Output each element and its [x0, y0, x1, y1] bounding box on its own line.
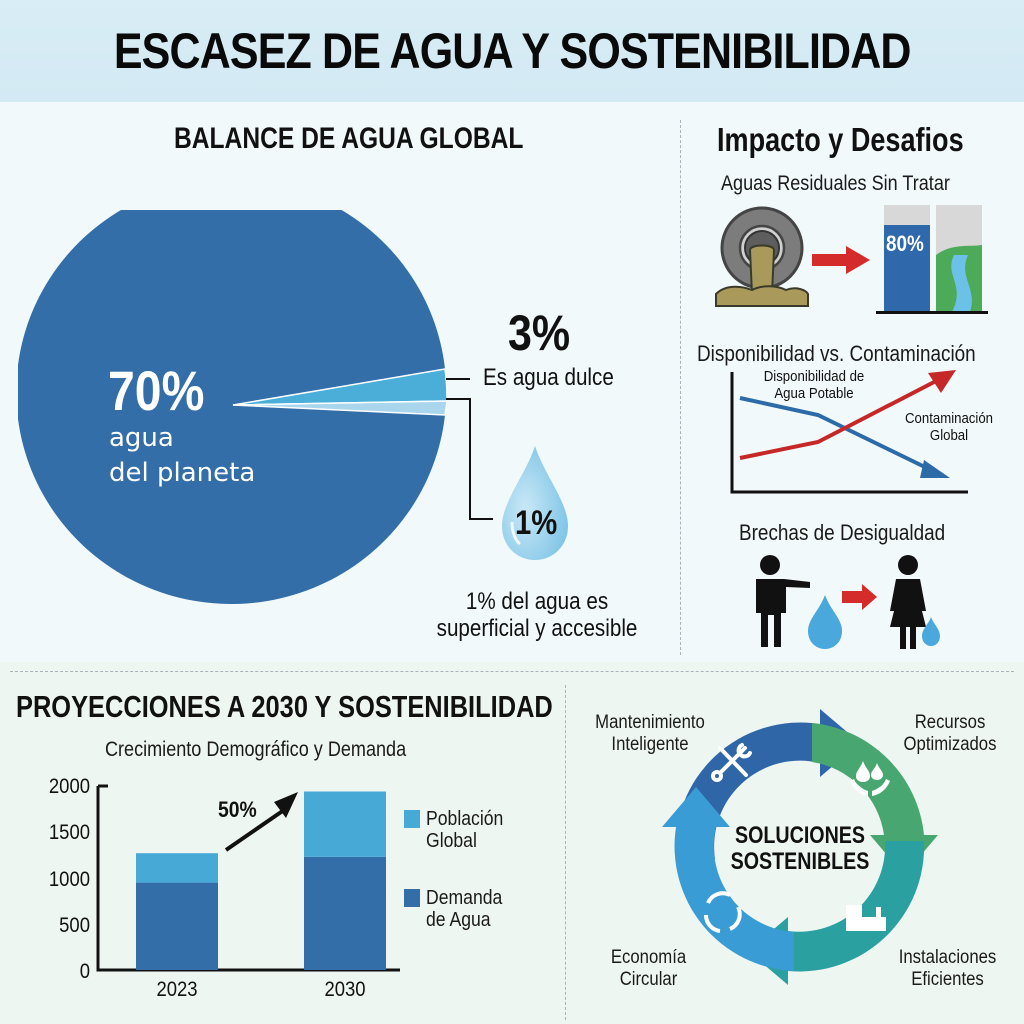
hands-water-icon [850, 761, 890, 796]
surface-label-line1: 1% del agua es [465, 588, 609, 615]
fresh-label: Es agua dulce [483, 364, 614, 391]
y-tick-500: 500 [59, 914, 90, 937]
solution-mantenimiento-line2: Inteligente [611, 734, 689, 755]
main-percentage: 70% [108, 359, 205, 422]
impact-title: Impacto y Desafios [717, 121, 964, 158]
legend-swatch-poblacion [404, 810, 420, 828]
solution-instalaciones: Instalaciones Eficientes [884, 947, 1012, 991]
solution-mantenimiento: Mantenimiento Inteligente [584, 712, 716, 756]
bar-2030-demanda [304, 856, 386, 970]
balance-title: BALANCE DE AGUA GLOBAL [174, 122, 524, 155]
contamination-line [739, 378, 939, 460]
growth-arrow [224, 808, 286, 852]
y-tick-2000: 2000 [48, 775, 90, 798]
solution-economia-line1: Economía [610, 947, 687, 968]
availability-label-line1: Disponibilidad de [763, 368, 865, 385]
availability-title: Disponibilidad vs. Contaminación [697, 341, 976, 366]
projections-chart-title: Crecimiento Demográfico y Demanda [105, 738, 407, 761]
wastewater-bar-chart [874, 205, 990, 322]
projection-bar-chart [94, 780, 404, 980]
y-tick-1000: 1000 [48, 868, 90, 891]
fresh-leader-line [446, 378, 470, 380]
inequality-illustration [750, 555, 950, 660]
small-drop-icon [922, 617, 940, 646]
bar-2030-poblacion [304, 791, 386, 857]
solutions-center-line1: SOLUCIONES [734, 822, 866, 849]
surface-percentage: 1% [515, 504, 558, 542]
contamination-label-line1: Contaminación [904, 410, 994, 427]
page-title: ESCASEZ DE AGUA Y SOSTENIBILIDAD [113, 23, 912, 79]
y-tick-0: 0 [79, 960, 90, 983]
solution-economia: Economía Circular [594, 947, 704, 991]
contamination-label-line2: Global [929, 427, 969, 444]
surface-leader-v [469, 398, 471, 520]
solution-instalaciones-line1: Instalaciones [898, 947, 997, 968]
legend-poblacion-line2: Global [426, 830, 477, 852]
solutions-center-line2: SOSTENIBLES [730, 848, 870, 875]
main-label-line2: del planeta [109, 458, 256, 488]
x-label-2030: 2030 [324, 978, 366, 1001]
legend-swatch-demanda [404, 889, 420, 907]
solutions-cycle-diagram [650, 695, 950, 1000]
availability-label-line2: Agua Potable [774, 385, 854, 402]
recycle-icon [703, 891, 742, 933]
sewage-pipe-icon [712, 206, 812, 317]
pie-slice-surface [232, 400, 448, 416]
fresh-percentage: 3% [508, 305, 571, 361]
surface-leader-h2 [469, 518, 493, 520]
divider-vertical-top [680, 120, 681, 655]
divider-vertical-bottom [565, 685, 566, 1020]
woman-icon [898, 555, 918, 575]
pie-slice-main [16, 180, 445, 604]
solution-recursos: Recursos Optimizados [888, 712, 1011, 756]
tools-icon [711, 743, 752, 782]
wastewater-percentage: 80% [886, 231, 924, 256]
red-arrow-icon [812, 244, 872, 281]
y-tick-1500: 1500 [48, 821, 90, 844]
surface-leader-h1 [446, 398, 470, 400]
x-label-2023: 2023 [156, 978, 198, 1001]
header-banner: ESCASEZ DE AGUA Y SOSTENIBILIDAD [0, 0, 1024, 102]
inequality-title: Brechas de Desigualdad [739, 520, 946, 545]
solution-recursos-line2: Optimizados [903, 734, 997, 755]
solution-mantenimiento-line1: Mantenimiento [595, 712, 705, 733]
projections-title: PROYECCIONES A 2030 Y SOSTENIBILIDAD [16, 689, 553, 724]
main-label-line1: agua [109, 423, 174, 453]
solution-economia-line2: Circular [619, 969, 678, 990]
large-drop-icon [808, 595, 842, 649]
legend-demanda-line1: Demanda [426, 887, 503, 909]
water-drop-icon [500, 444, 570, 569]
divider-horizontal [10, 671, 1014, 672]
legend-demanda-line2: de Agua [426, 909, 491, 931]
solution-recursos-line1: Recursos [914, 712, 986, 733]
wastewater-title: Aguas Residuales Sin Tratar [721, 172, 950, 195]
water-pie-chart [16, 180, 458, 625]
factory-icon [846, 905, 886, 931]
red-arrow-icon [842, 584, 877, 610]
bar-2023-poblacion [136, 853, 218, 883]
availability-line [739, 396, 934, 473]
solution-instalaciones-line2: Eficientes [911, 969, 984, 990]
availability-line-chart [728, 368, 974, 503]
surface-label-line2: superficial y accesible [436, 615, 638, 642]
legend-poblacion-line1: Población [426, 808, 504, 830]
bar-2023-demanda [136, 882, 218, 970]
growth-label: 50% [218, 797, 257, 822]
man-icon [760, 555, 780, 575]
